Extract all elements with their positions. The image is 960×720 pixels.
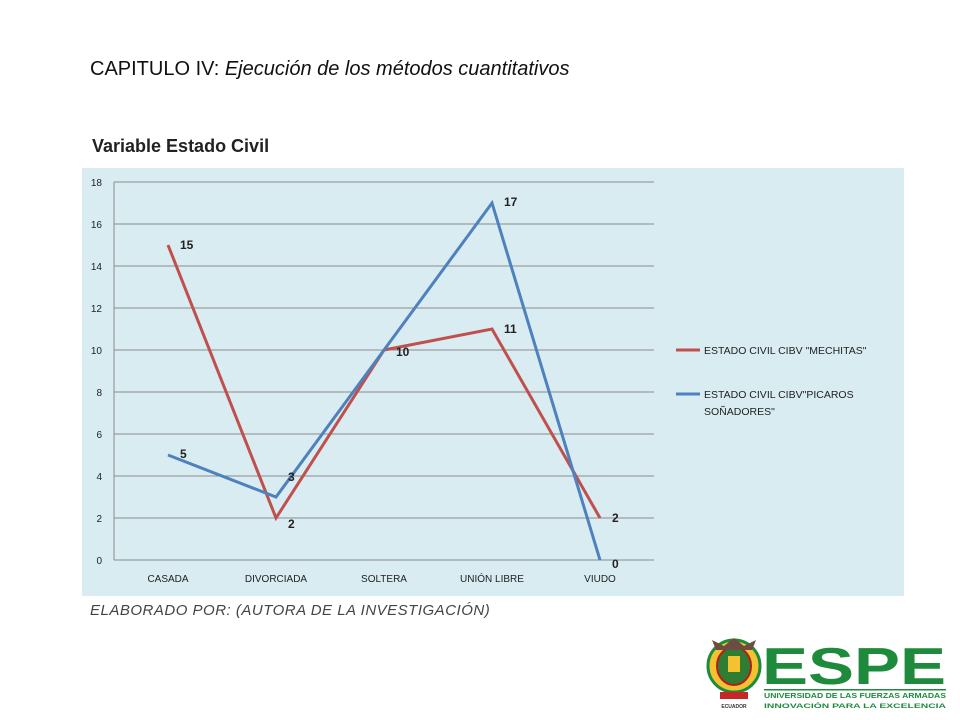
data-label: 15 bbox=[180, 238, 194, 252]
y-tick-label: 0 bbox=[96, 556, 102, 567]
espe-logo: ECUADOR ESPE UNIVERSIDAD DE LAS FUERZAS … bbox=[700, 636, 950, 712]
chart-subtitle: Variable Estado Civil bbox=[92, 136, 270, 156]
x-tick-label: VIUDO bbox=[584, 574, 616, 585]
data-label: 10 bbox=[396, 345, 410, 359]
x-tick-label: UNIÓN LIBRE bbox=[460, 572, 524, 585]
x-tick-label: CASADA bbox=[147, 574, 188, 585]
x-tick-label: SOLTERA bbox=[361, 574, 407, 585]
y-tick-label: 4 bbox=[96, 472, 102, 483]
logo-wordmark: ESPE bbox=[762, 638, 946, 696]
legend-label-mechitas: ESTADO CIVIL CIBV "MECHITAS" bbox=[704, 345, 867, 357]
chapter-title: Ejecución de los métodos cuantitativos bbox=[224, 58, 570, 80]
credit-note: ELABORADO POR: (AUTORA DE LA INVESTIGACI… bbox=[90, 602, 491, 619]
logo-line2: INNOVACIÓN PARA LA EXCELENCIA bbox=[764, 701, 946, 710]
chapter-prefix: CAPITULO IV: bbox=[90, 58, 225, 80]
y-tick-label: 18 bbox=[91, 178, 103, 189]
y-tick-label: 2 bbox=[96, 514, 102, 525]
series-line-picaros bbox=[167, 199, 602, 561]
data-label: 2 bbox=[612, 511, 619, 525]
seal-caption: ECUADOR bbox=[721, 704, 747, 710]
y-tick-label: 14 bbox=[91, 262, 103, 273]
y-tick-label: 16 bbox=[91, 220, 103, 231]
data-label: 5 bbox=[180, 447, 187, 461]
logo-line1: UNIVERSIDAD DE LAS FUERZAS ARMADAS bbox=[764, 691, 946, 700]
line-chart: 0 2 4 6 8 10 12 14 16 18 CASADA DIVORCIADA SOLTERA UN… bbox=[91, 178, 867, 585]
y-tick-label: 12 bbox=[91, 304, 103, 315]
data-label: 0 bbox=[612, 557, 619, 571]
chapter-heading: CAPITULO IV: Ejecución de los métodos cu… bbox=[90, 58, 569, 81]
chart-panel: 0 2 4 6 8 10 12 14 16 18 CASADA DIVORCIADA SOLTERA UN… bbox=[82, 168, 904, 596]
university-seal-icon: ECUADOR bbox=[706, 638, 762, 710]
y-tick-label: 10 bbox=[91, 346, 103, 357]
legend-label-picaros: ESTADO CIVIL CIBV"PICAROS SOÑADORES" bbox=[704, 389, 854, 418]
data-label: 2 bbox=[288, 517, 295, 531]
data-label: 3 bbox=[288, 470, 295, 484]
data-label: 17 bbox=[504, 195, 518, 209]
series-line-mechitas bbox=[166, 244, 602, 522]
x-tick-label: DIVORCIADA bbox=[245, 574, 308, 585]
data-label: 11 bbox=[504, 322, 517, 336]
y-tick-label: 8 bbox=[96, 388, 102, 399]
y-tick-label: 6 bbox=[96, 430, 102, 441]
